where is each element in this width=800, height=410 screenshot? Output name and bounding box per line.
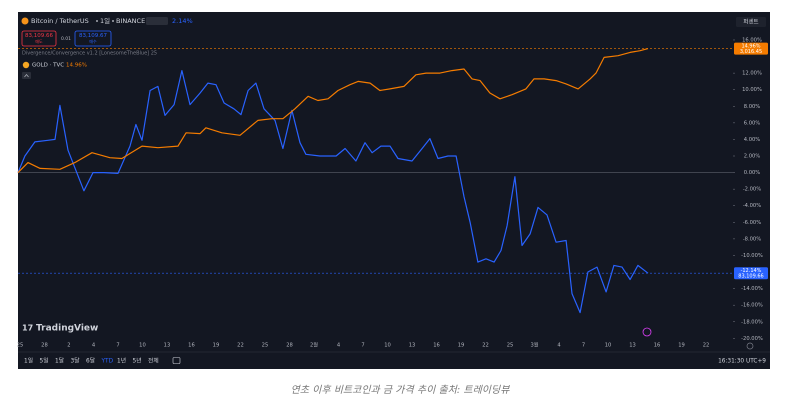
range-button[interactable]: 전체 xyxy=(148,357,159,365)
y-tick-label: 4.00% xyxy=(744,137,761,143)
price-axis xyxy=(733,12,770,352)
x-tick-label: 3월 xyxy=(530,341,538,349)
x-tick-label: 4 xyxy=(557,343,561,349)
last-value-box xyxy=(734,42,768,55)
y-tick-label: 10.00% xyxy=(742,87,762,93)
legend-gold: GOLD · TVC xyxy=(32,63,64,69)
range-button[interactable]: 1년 xyxy=(117,357,126,365)
price-label: 3,016.45 xyxy=(740,49,762,55)
range-button[interactable]: 5년 xyxy=(133,357,142,365)
x-tick-label: 28 xyxy=(41,343,48,349)
x-tick-label: 2 xyxy=(67,343,70,349)
y-tick-label: 2.00% xyxy=(744,154,761,160)
exchange: BINANCE xyxy=(116,17,145,25)
series-line xyxy=(17,70,649,314)
y-tick-label: -20.00% xyxy=(741,336,763,342)
y-tick-label: -2.00% xyxy=(743,187,761,193)
logo: TradingView xyxy=(36,324,98,334)
btc-icon xyxy=(21,17,29,25)
x-tick-label: 4 xyxy=(92,343,96,349)
price-label: 83,109.66 xyxy=(738,273,763,279)
collapse-button[interactable] xyxy=(22,72,31,79)
x-tick-label: 10 xyxy=(605,343,612,349)
x-tick-label: 13 xyxy=(409,343,416,349)
x-tick-label: 22 xyxy=(703,343,710,349)
gold-icon xyxy=(22,61,30,69)
buy-label: 매수 xyxy=(89,38,97,44)
legend-gold-change: 14.96% xyxy=(66,63,87,69)
range-button[interactable]: 6달 xyxy=(86,357,96,365)
x-tick-label: 13 xyxy=(164,343,171,349)
x-tick-label: 19 xyxy=(213,343,220,349)
sell-label: 매도 xyxy=(35,38,43,44)
sell-box[interactable] xyxy=(21,30,57,47)
x-tick-label: 25 xyxy=(262,343,269,349)
x-tick-label: 22 xyxy=(237,343,244,349)
x-tick-label: 16 xyxy=(188,343,195,349)
y-tick-label: -4.00% xyxy=(743,203,761,209)
separator xyxy=(96,20,98,22)
collapse-icon xyxy=(24,73,29,78)
x-tick-label: 28 xyxy=(286,343,293,349)
more-button[interactable] xyxy=(146,17,168,25)
x-tick-label: 19 xyxy=(458,343,465,349)
y-tick-label: 16.00% xyxy=(742,37,762,43)
x-tick-label: 7 xyxy=(582,343,585,349)
x-tick-label: 7 xyxy=(116,343,119,349)
interval: 1일 xyxy=(100,16,110,25)
y-tick-label: 0.00% xyxy=(744,170,761,176)
range-button[interactable]: 3달 xyxy=(71,357,81,365)
spread: 0.01 xyxy=(61,36,71,42)
event-marker[interactable] xyxy=(642,327,652,337)
separator xyxy=(112,20,114,22)
x-tick-label: 16 xyxy=(654,343,661,349)
last-value-box xyxy=(734,267,768,280)
last-value-label: 14.96% xyxy=(741,43,760,49)
sell-price: 83,109.66 xyxy=(25,33,53,39)
range-button[interactable]: 5일 xyxy=(40,357,49,365)
y-tick-label: 12.00% xyxy=(742,71,762,77)
buy-box[interactable] xyxy=(74,30,112,47)
x-tick-label: 4 xyxy=(337,343,341,349)
buy-price: 83,109.67 xyxy=(79,33,107,39)
symbol-name: Bitcoin / TetherUS xyxy=(31,17,89,25)
y-tick-label: -10.00% xyxy=(741,253,763,259)
y-tick-label: -6.00% xyxy=(743,220,761,226)
x-tick-label: 16 xyxy=(433,343,440,349)
y-tick-label: -18.00% xyxy=(741,319,763,325)
range-button[interactable]: 1달 xyxy=(55,357,65,365)
calendar-button[interactable] xyxy=(172,357,181,364)
range-button[interactable]: YTD xyxy=(101,359,114,365)
x-tick-label: 2월 xyxy=(310,341,318,349)
y-tick-label: -16.00% xyxy=(741,303,763,309)
x-tick-label: 7 xyxy=(361,343,364,349)
clock: 16:31:30 UTC+9 xyxy=(718,359,766,365)
settings-icon[interactable] xyxy=(746,342,754,350)
change: 2.14% xyxy=(172,17,193,25)
y-tick-label: -8.00% xyxy=(743,236,761,242)
series-line xyxy=(17,48,649,174)
x-tick-label: 13 xyxy=(629,343,636,349)
x-tick-label: 10 xyxy=(139,343,146,349)
x-tick-label: 25 xyxy=(17,343,24,349)
x-tick-label: 22 xyxy=(482,343,489,349)
scale-mode: 퍼센트 xyxy=(743,18,758,26)
y-tick-label: -14.00% xyxy=(741,286,763,292)
scale-mode-button[interactable] xyxy=(736,17,766,27)
range-button[interactable]: 1일 xyxy=(24,357,33,365)
x-tick-label: 10 xyxy=(384,343,391,349)
y-tick-label: 6.00% xyxy=(744,120,761,126)
y-tick-label: 8.00% xyxy=(744,104,761,110)
x-tick-label: 25 xyxy=(507,343,514,349)
x-tick-label: 19 xyxy=(678,343,685,349)
chart-panel xyxy=(18,12,770,369)
last-value-label: -12.14% xyxy=(741,268,762,274)
logo-mark: 17 xyxy=(22,324,33,333)
indicator-label: Divergence/Convergence v1.2 [LonesomeThe… xyxy=(22,51,157,57)
caption: 연초 이후 비트코인과 금 가격 추이 출처: 트레이딩뷰 xyxy=(291,384,511,396)
